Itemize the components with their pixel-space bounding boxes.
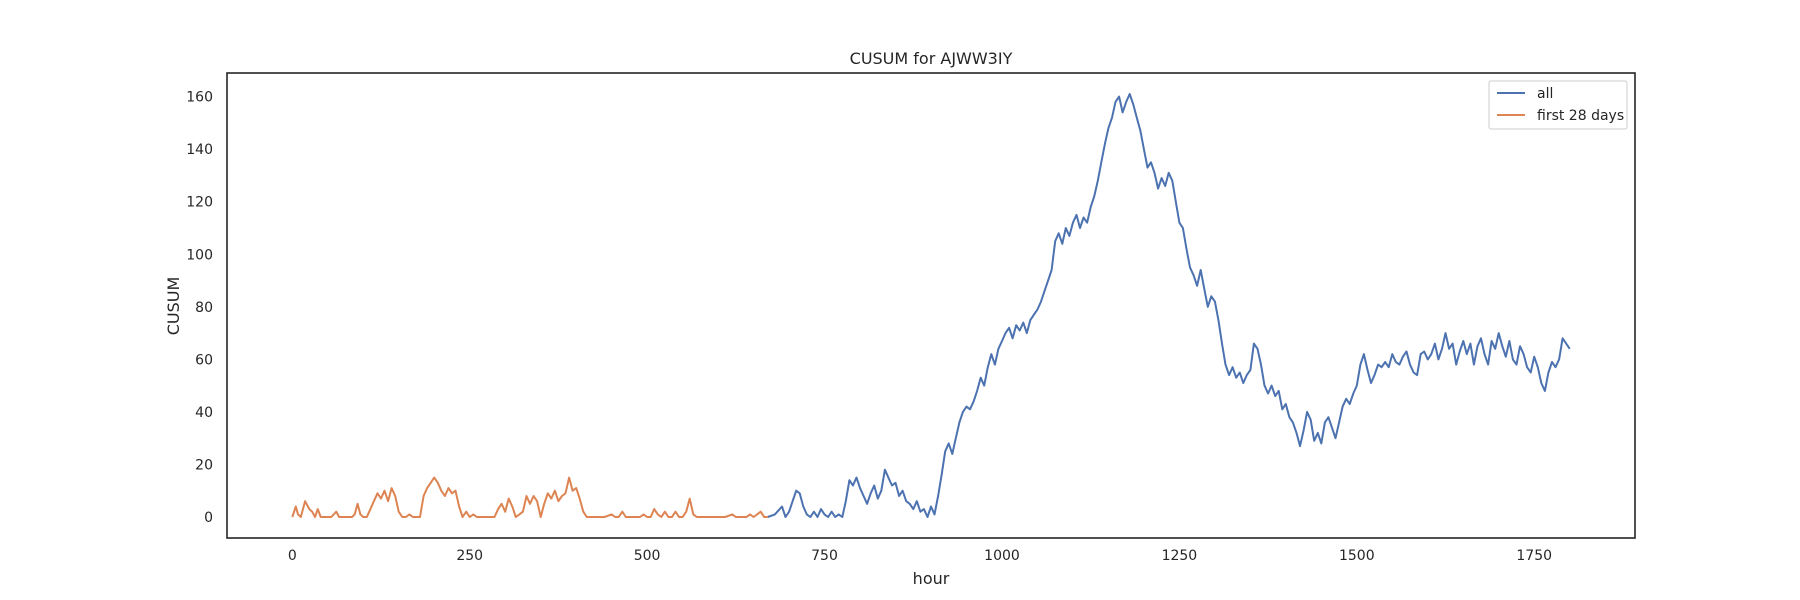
- legend-label-first-28-days: first 28 days: [1537, 108, 1624, 124]
- y-tick-label: 60: [195, 352, 213, 368]
- y-tick-label: 120: [186, 195, 213, 211]
- y-tick-label: 20: [195, 457, 213, 473]
- series-line-all: [767, 93, 1571, 518]
- y-tick-label: 0: [204, 510, 213, 526]
- x-tick-label: 1250: [1162, 548, 1198, 564]
- x-axis-title: hour: [913, 569, 950, 588]
- x-tick-label: 250: [456, 548, 483, 564]
- x-tick-label: 1500: [1339, 548, 1375, 564]
- y-tick-labels: 0 20 40 60 80 100 120 140 160: [186, 90, 213, 526]
- x-tick-label: 500: [634, 548, 661, 564]
- plot-frame: [226, 72, 1636, 539]
- x-tick-labels: 0 250 500 750 1000 1250 1500 1750: [288, 548, 1552, 564]
- y-tick-label: 40: [195, 405, 213, 421]
- y-tick-label: 160: [186, 90, 213, 106]
- y-tick-label: 100: [186, 247, 213, 263]
- y-axis-title: CUSUM: [164, 277, 183, 336]
- series-layer: [291, 93, 1571, 518]
- legend: all first 28 days: [1488, 80, 1628, 130]
- y-tick-label: 140: [186, 142, 213, 158]
- x-tick-label: 750: [811, 548, 838, 564]
- x-tick-label: 1750: [1516, 548, 1552, 564]
- chart-title: CUSUM for AJWW3IY: [850, 49, 1013, 68]
- x-tick-label: 1000: [984, 548, 1020, 564]
- legend-label-all: all: [1537, 86, 1553, 102]
- x-tick-label: 0: [288, 548, 297, 564]
- series-line-first-28-days: [291, 476, 768, 518]
- y-tick-label: 80: [195, 300, 213, 316]
